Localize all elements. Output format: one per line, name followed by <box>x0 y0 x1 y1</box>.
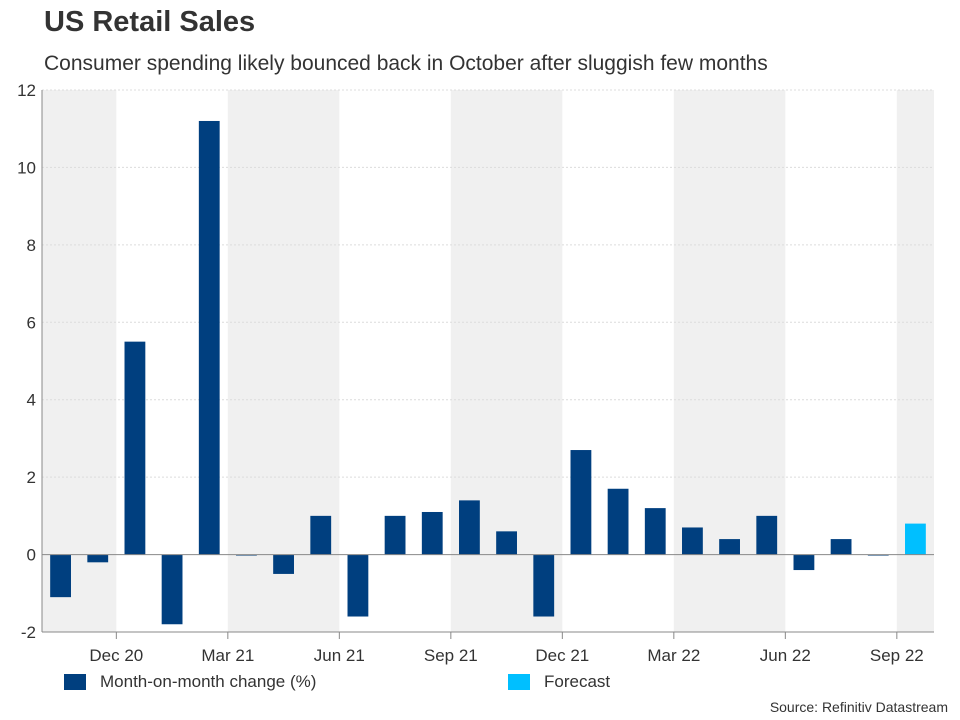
legend-label-forecast: Forecast <box>544 672 611 691</box>
bar-actual <box>682 527 703 555</box>
bar-actual <box>570 450 592 555</box>
legend-label-actual: Month-on-month change (%) <box>100 672 317 691</box>
bar-actual <box>87 554 109 563</box>
bar-actual <box>459 500 480 555</box>
bar-actual <box>198 120 220 555</box>
x-tick-label: Jun 22 <box>760 646 811 665</box>
chart-title: US Retail Sales <box>44 6 256 38</box>
y-tick-label: 2 <box>27 468 36 487</box>
chart-subtitle: Consumer spending likely bounced back in… <box>44 52 768 75</box>
y-tick-label: 6 <box>27 313 36 332</box>
bar-actual <box>384 515 406 555</box>
y-tick-label: 12 <box>17 81 36 100</box>
bar-actual <box>50 554 71 598</box>
bar-actual <box>607 488 629 555</box>
bar-actual <box>310 515 332 555</box>
bar-actual <box>830 539 852 555</box>
y-tick-label: 4 <box>27 391 36 410</box>
bar-actual <box>533 554 555 617</box>
bar-actual <box>644 508 666 555</box>
bar-actual <box>756 515 778 555</box>
y-tick-label: 8 <box>27 236 36 255</box>
bar-actual <box>496 531 517 555</box>
x-tick-label: Dec 21 <box>535 646 589 665</box>
y-tick-label: 10 <box>17 158 36 177</box>
x-tick-label: Sep 22 <box>870 646 924 665</box>
bar-actual <box>719 539 740 555</box>
bar-actual <box>161 554 183 625</box>
legend-swatch-actual <box>64 674 86 690</box>
background-band <box>42 90 117 632</box>
bar-forecast <box>905 523 926 555</box>
bar-actual <box>793 554 815 571</box>
y-tick-label: -2 <box>21 623 36 642</box>
x-tick-label: Jun 21 <box>314 646 365 665</box>
bar-actual <box>421 511 443 555</box>
y-tick-label: 0 <box>27 546 36 565</box>
x-tick-label: Mar 21 <box>201 646 254 665</box>
source-note: Source: Refinitiv Datastream <box>769 699 948 715</box>
legend-swatch-forecast <box>508 674 530 690</box>
x-tick-label: Sep 21 <box>424 646 478 665</box>
x-tick-label: Mar 22 <box>647 646 700 665</box>
x-tick-label: Dec 20 <box>89 646 143 665</box>
bar-actual <box>347 554 369 617</box>
bar-actual <box>124 341 146 555</box>
legend-item-forecast: Forecast <box>508 672 610 692</box>
legend-item-actual: Month-on-month change (%) <box>64 672 316 692</box>
bar-actual <box>273 554 294 574</box>
